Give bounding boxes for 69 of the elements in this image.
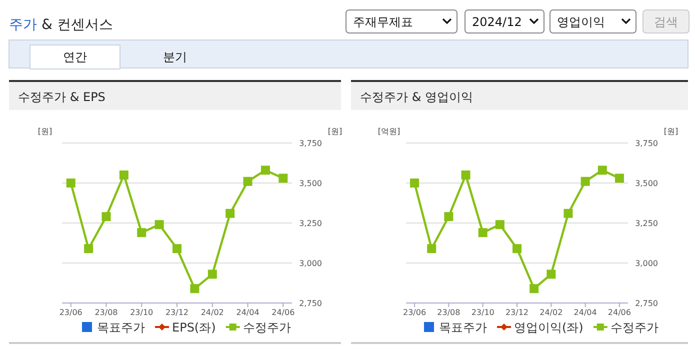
x-tick-label: 24/06 [272, 308, 295, 317]
y2-tick-label: 3,500 [635, 179, 658, 188]
y2-tick-label: 3,750 [635, 139, 658, 148]
x-tick-label: 23/10 [471, 308, 494, 317]
point [427, 244, 436, 254]
legend-label: 영업이익(좌) [514, 320, 584, 334]
text: 연간 [63, 50, 87, 64]
point [119, 170, 128, 180]
y2-tick-label: 2,750 [635, 299, 658, 308]
legend-label: 수정주가 [610, 320, 658, 334]
point [84, 244, 94, 254]
x-tick-label: 24/04 [574, 308, 597, 317]
legend-label: EPS(좌) [172, 320, 216, 334]
legend-label: 목표주가 [439, 320, 487, 334]
y2-tick-label: 3,000 [299, 259, 322, 268]
y-axis-title: [원] [38, 127, 52, 136]
x-tick-label: 24/02 [540, 308, 563, 317]
chart-title: 수정주가 & EPS [18, 90, 106, 104]
point [66, 178, 76, 188]
point [495, 220, 504, 230]
point [461, 170, 470, 180]
x-tick-label: 23/12 [505, 308, 529, 317]
y2-tick-label: 3,250 [635, 219, 658, 228]
point [226, 208, 235, 218]
point [580, 176, 590, 186]
x-tick-label: 23/06 [403, 308, 426, 317]
text: 검색 [654, 15, 678, 29]
x-tick-label: 23/12 [165, 308, 189, 317]
point [278, 174, 288, 183]
y2-tick-label: 3,750 [299, 139, 322, 148]
x-tick-label: 23/10 [130, 308, 154, 317]
chart-title: 수정주가 & 영업이익 [360, 90, 473, 104]
y2-axis-title: [원] [328, 127, 342, 136]
point [444, 212, 454, 222]
point [564, 208, 573, 218]
text: 주가 & 컨센서스 [9, 17, 113, 33]
text: 영업이익 [557, 15, 605, 29]
legend-label: 목표주가 [97, 320, 145, 334]
point [208, 270, 217, 279]
y2-tick-label: 2,750 [299, 299, 322, 308]
x-tick-label: 23/08 [94, 308, 118, 317]
text: 주재무제표 [353, 15, 413, 29]
point [172, 244, 182, 254]
point [546, 270, 556, 279]
point [154, 220, 164, 230]
point [190, 284, 200, 294]
point [512, 244, 522, 254]
point [478, 228, 488, 238]
y-axis-title: [억원] [378, 127, 400, 136]
text: 분기 [163, 50, 187, 64]
point [102, 212, 111, 222]
y2-axis-title: [원] [664, 127, 678, 136]
point [260, 166, 270, 175]
y2-tick-label: 3,000 [635, 259, 658, 268]
point [137, 228, 146, 238]
x-tick-label: 24/02 [200, 308, 224, 317]
point [410, 178, 420, 188]
point [614, 174, 624, 183]
y2-tick-label: 3,250 [299, 219, 322, 228]
point [598, 166, 607, 175]
x-tick-label: 23/06 [59, 308, 82, 317]
y2-tick-label: 3,500 [299, 179, 322, 188]
point [243, 176, 252, 186]
x-tick-label: 24/06 [608, 308, 631, 317]
x-tick-label: 24/04 [236, 308, 260, 317]
point [530, 284, 539, 294]
legend-label: 수정주가 [242, 320, 291, 334]
text: 2024/12 [472, 15, 522, 29]
x-tick-label: 23/08 [437, 308, 460, 317]
